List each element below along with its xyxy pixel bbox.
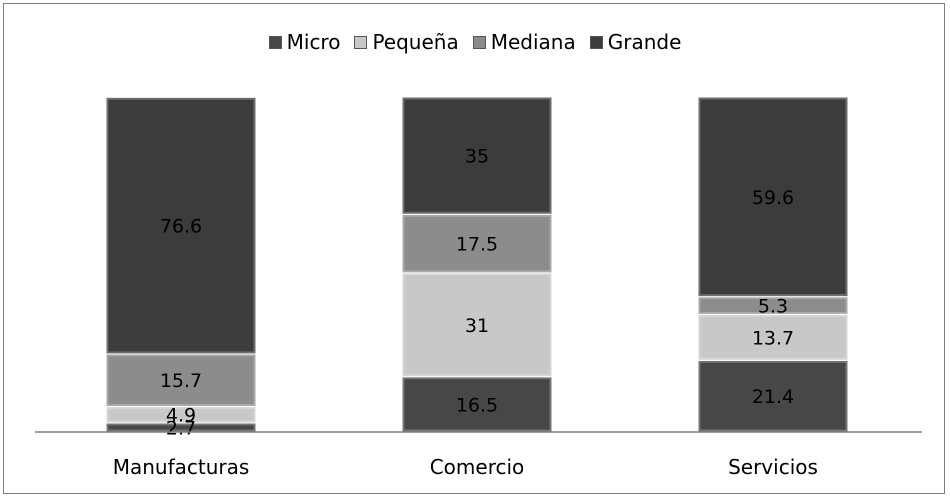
- category-label-servicios: Servicios: [728, 455, 818, 479]
- data-label-servicios-mediana: 5.3: [758, 296, 788, 318]
- bar-bevel: [697, 96, 849, 298]
- bar-bevel: [105, 406, 257, 424]
- legend-swatch-mediana: [472, 35, 486, 49]
- legend-swatch-pequena: [354, 35, 368, 49]
- data-label-comercio-mediana: 17.5: [456, 234, 498, 256]
- legend-item-mediana: Mediana: [472, 30, 576, 54]
- legend-item-micro: Micro: [268, 30, 341, 54]
- bar-bevel: [401, 272, 553, 378]
- bar-bevel: [401, 96, 553, 215]
- data-label-comercio-pequena: 31: [465, 315, 489, 337]
- legend-item-grande: Grande: [589, 30, 682, 54]
- legend: Micro Pequeña Mediana Grande: [0, 30, 950, 54]
- bar-servicios-micro: [697, 359, 849, 433]
- data-label-servicios-pequena: 13.7: [752, 327, 794, 349]
- bar-comercio-grande: [401, 96, 553, 215]
- bar-comercio-mediana: [401, 213, 553, 274]
- bar-servicios-grande: [697, 96, 849, 298]
- data-label-manufacturas-micro: 2.7: [166, 417, 196, 439]
- data-label-comercio-grande: 35: [465, 146, 489, 168]
- bar-bevel: [105, 422, 257, 433]
- bar-bevel: [105, 96, 257, 355]
- legend-label-micro: Micro: [286, 30, 341, 54]
- bar-servicios-pequena: [697, 313, 849, 361]
- bar-bevel: [401, 213, 553, 274]
- data-label-servicios-micro: 21.4: [752, 386, 794, 408]
- legend-item-pequena: Pequeña: [354, 30, 459, 54]
- legend-swatch-grande: [589, 35, 603, 49]
- category-label-comercio: Comercio: [430, 455, 525, 479]
- data-label-manufacturas-pequena: 4.9: [166, 405, 196, 427]
- legend-label-mediana: Mediana: [490, 30, 576, 54]
- data-label-manufacturas-mediana: 15.7: [160, 370, 202, 392]
- bar-bevel: [697, 296, 849, 315]
- legend-label-grande: Grande: [607, 30, 682, 54]
- bar-bevel: [105, 353, 257, 408]
- bar-bevel: [401, 376, 553, 433]
- bar-comercio-pequena: [401, 272, 553, 378]
- data-label-comercio-micro: 16.5: [456, 394, 498, 416]
- bar-bevel: [697, 313, 849, 361]
- legend-swatch-micro: [268, 35, 282, 49]
- bar-manufacturas-grande: [105, 96, 257, 355]
- legend-label-pequena: Pequeña: [372, 30, 459, 54]
- data-label-servicios-grande: 59.6: [752, 187, 794, 209]
- bar-manufacturas-mediana: [105, 353, 257, 408]
- data-label-manufacturas-grande: 76.6: [160, 216, 202, 238]
- category-label-manufacturas: Manufacturas: [113, 455, 250, 479]
- bar-bevel: [697, 359, 849, 433]
- bar-comercio-micro: [401, 376, 553, 433]
